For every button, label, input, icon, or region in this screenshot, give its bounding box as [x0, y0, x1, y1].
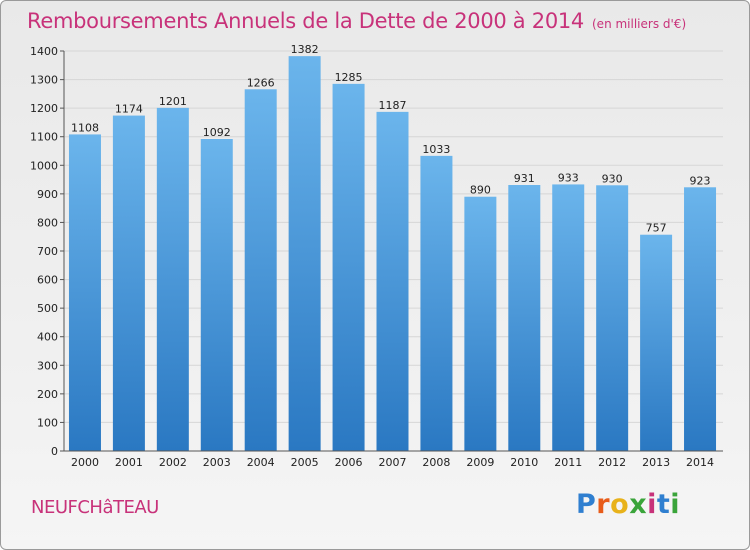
bar-2009 [464, 196, 497, 451]
y-tick-label: 1400 [30, 45, 58, 58]
bars-group: 1108 1174 1201 1092 1266 1382 1285 1187 1033 890 9… [68, 43, 717, 452]
x-tick-label: 2010 [510, 456, 538, 469]
value-label: 1033 [422, 143, 450, 156]
x-tick-label: 2006 [335, 456, 363, 469]
value-label: 1187 [379, 99, 407, 112]
bar-2014 [684, 187, 717, 452]
bar-2013 [640, 234, 673, 451]
chart-unit: (en milliers d'€) [592, 17, 687, 31]
bar-2006 [332, 83, 365, 451]
bar-2010 [508, 185, 541, 451]
y-tick-label: 900 [37, 188, 58, 201]
bar-2008 [420, 155, 453, 451]
y-tick-label: 1000 [30, 159, 58, 172]
y-tick-label: 0 [51, 445, 58, 458]
x-tick-label: 2007 [379, 456, 407, 469]
bar-2007 [376, 111, 409, 451]
x-tick-label: 2002 [159, 456, 187, 469]
x-tick-label: 2013 [642, 456, 670, 469]
bar-2012 [596, 185, 629, 452]
bar-2011 [552, 184, 585, 451]
bar-2002 [156, 107, 189, 451]
x-tick-label: 2003 [203, 456, 231, 469]
bar-2000 [68, 134, 101, 451]
bar-2005 [288, 56, 321, 452]
y-tick-label: 1100 [30, 131, 58, 144]
bar-2004 [244, 89, 277, 452]
value-label: 933 [558, 171, 579, 184]
x-tick-label: 2012 [598, 456, 626, 469]
bar-2001 [112, 115, 145, 452]
value-label: 931 [514, 172, 535, 185]
chart-title: Remboursements Annuels de la Dette de 20… [27, 9, 584, 33]
y-tick-label: 300 [37, 359, 58, 372]
value-label: 890 [470, 184, 491, 197]
y-tick-label: 800 [37, 216, 58, 229]
y-tick-label: 100 [37, 416, 58, 429]
value-label: 1266 [247, 76, 275, 89]
y-tick-label: 1300 [30, 74, 58, 87]
value-label: 1174 [115, 103, 143, 116]
bar-2003 [200, 139, 233, 451]
x-axis: 2000 2001 2002 2003 2004 2005 2006 2007 2008 2009… [64, 450, 723, 469]
proxiti-logo: Proxiti [576, 489, 681, 520]
value-label: 1108 [71, 121, 99, 134]
x-tick-label: 2014 [686, 456, 714, 469]
value-label: 1201 [159, 95, 187, 108]
value-label: 1092 [203, 126, 231, 139]
x-tick-label: 2011 [554, 456, 582, 469]
value-label: 923 [690, 174, 711, 187]
city-name: NEUFCHâTEAU [31, 497, 159, 518]
y-tick-label: 200 [37, 388, 58, 401]
y-tick-label: 600 [37, 274, 58, 287]
x-tick-label: 2001 [115, 456, 143, 469]
x-tick-label: 2005 [291, 456, 319, 469]
value-label: 757 [646, 222, 667, 235]
y-tick-label: 400 [37, 331, 58, 344]
y-tick-label: 1200 [30, 102, 58, 115]
value-label: 1285 [335, 71, 363, 84]
x-tick-label: 2004 [247, 456, 275, 469]
y-axis: 0 100 200 300 400 500 600 700 800 900 1000 1100 1200… [30, 45, 65, 458]
value-label: 1382 [291, 43, 319, 56]
x-tick-label: 2000 [71, 456, 99, 469]
x-tick-label: 2009 [466, 456, 494, 469]
y-tick-label: 500 [37, 302, 58, 315]
chart-title-block: Remboursements Annuels de la Dette de 20… [27, 9, 686, 33]
value-label: 930 [602, 172, 623, 185]
y-tick-label: 700 [37, 245, 58, 258]
x-tick-label: 2008 [422, 456, 450, 469]
